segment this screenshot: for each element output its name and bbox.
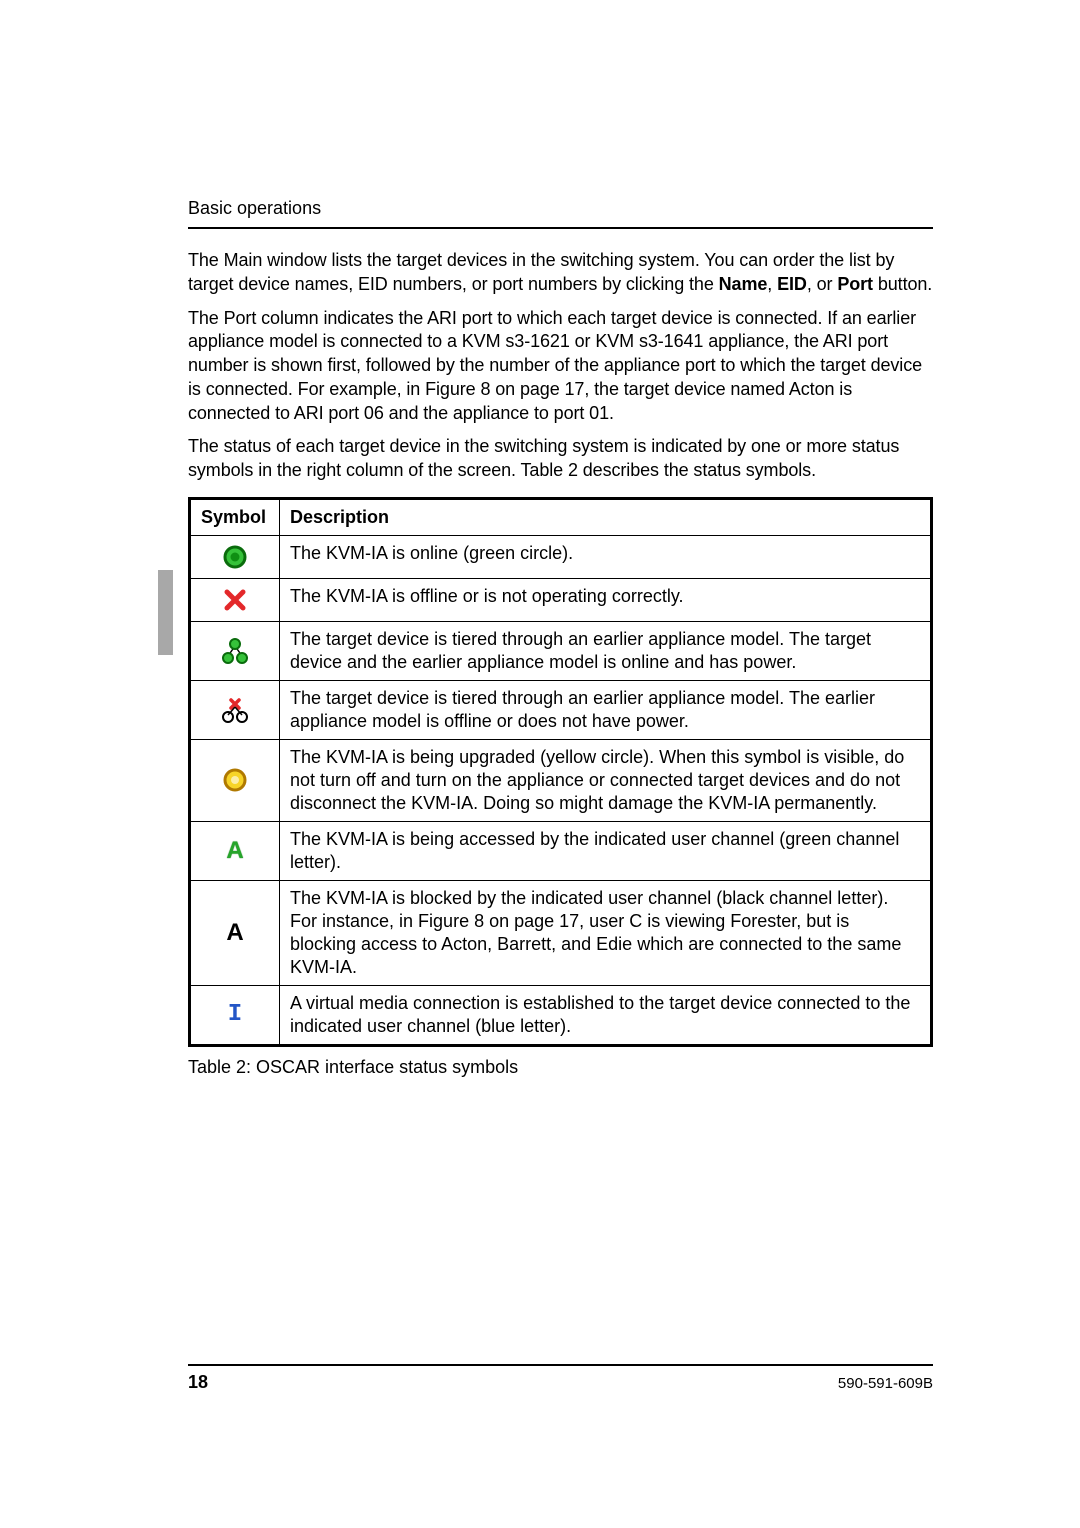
table-header-row: Symbol Description bbox=[190, 498, 932, 535]
tier-offline-icon bbox=[220, 695, 250, 725]
symbol-cell-blocked: A bbox=[190, 881, 280, 986]
desc-cell: The target device is tiered through an e… bbox=[280, 621, 932, 680]
page-container: Basic operations The Main window lists t… bbox=[0, 0, 1080, 1528]
p1-sep1: , bbox=[767, 274, 777, 294]
col-header-description: Description bbox=[280, 498, 932, 535]
symbol-cell-upgrading bbox=[190, 739, 280, 821]
paragraph-2: The Port column indicates the ARI port t… bbox=[188, 307, 933, 426]
table-caption: Table 2: OSCAR interface status symbols bbox=[188, 1057, 933, 1078]
table-row: The KVM-IA is offline or is not operatin… bbox=[190, 578, 932, 621]
table-row: A The KVM-IA is blocked by the indicated… bbox=[190, 881, 932, 986]
p1-name-bold: Name bbox=[719, 274, 768, 294]
section-header: Basic operations bbox=[188, 198, 933, 229]
desc-cell: The KVM-IA is being accessed by the indi… bbox=[280, 822, 932, 881]
blue-i-icon: I bbox=[228, 1000, 242, 1031]
table-row: The target device is tiered through an e… bbox=[190, 621, 932, 680]
page-footer: 18 590-591-609B bbox=[188, 1364, 933, 1393]
side-tab-marker bbox=[158, 570, 173, 655]
p1-text-b: button. bbox=[873, 274, 932, 294]
desc-cell: The KVM-IA is blocked by the indicated u… bbox=[280, 881, 932, 986]
table-row: I A virtual media connection is establis… bbox=[190, 986, 932, 1046]
desc-cell: The KVM-IA is being upgraded (yellow cir… bbox=[280, 739, 932, 821]
page-number: 18 bbox=[188, 1372, 208, 1393]
p1-sep2: , or bbox=[807, 274, 838, 294]
table-row: The KVM-IA is online (green circle). bbox=[190, 535, 932, 578]
green-a-icon: A bbox=[226, 836, 243, 867]
symbol-cell-vmedia: I bbox=[190, 986, 280, 1046]
symbol-cell-online bbox=[190, 535, 280, 578]
green-circle-icon bbox=[222, 544, 248, 570]
col-header-symbol: Symbol bbox=[190, 498, 280, 535]
desc-cell: A virtual media connection is establishe… bbox=[280, 986, 932, 1046]
symbol-cell-tier-online bbox=[190, 621, 280, 680]
paragraph-3: The status of each target device in the … bbox=[188, 435, 933, 483]
tier-online-icon bbox=[220, 636, 250, 666]
yellow-circle-icon bbox=[222, 767, 248, 793]
table-row: The KVM-IA is being upgraded (yellow cir… bbox=[190, 739, 932, 821]
p1-port-bold: Port bbox=[837, 274, 873, 294]
p1-eid-bold: EID bbox=[777, 274, 807, 294]
desc-cell: The KVM-IA is offline or is not operatin… bbox=[280, 578, 932, 621]
desc-cell: The target device is tiered through an e… bbox=[280, 680, 932, 739]
red-x-icon bbox=[222, 587, 248, 613]
status-symbols-table: Symbol Description The KVM-IA is online … bbox=[188, 497, 933, 1048]
table-row: The target device is tiered through an e… bbox=[190, 680, 932, 739]
black-a-icon: A bbox=[226, 918, 243, 949]
desc-cell: The KVM-IA is online (green circle). bbox=[280, 535, 932, 578]
table-row: A The KVM-IA is being accessed by the in… bbox=[190, 822, 932, 881]
document-id: 590-591-609B bbox=[838, 1375, 933, 1392]
symbol-cell-accessed: A bbox=[190, 822, 280, 881]
paragraph-1: The Main window lists the target devices… bbox=[188, 249, 933, 297]
symbol-cell-offline bbox=[190, 578, 280, 621]
symbol-cell-tier-offline bbox=[190, 680, 280, 739]
